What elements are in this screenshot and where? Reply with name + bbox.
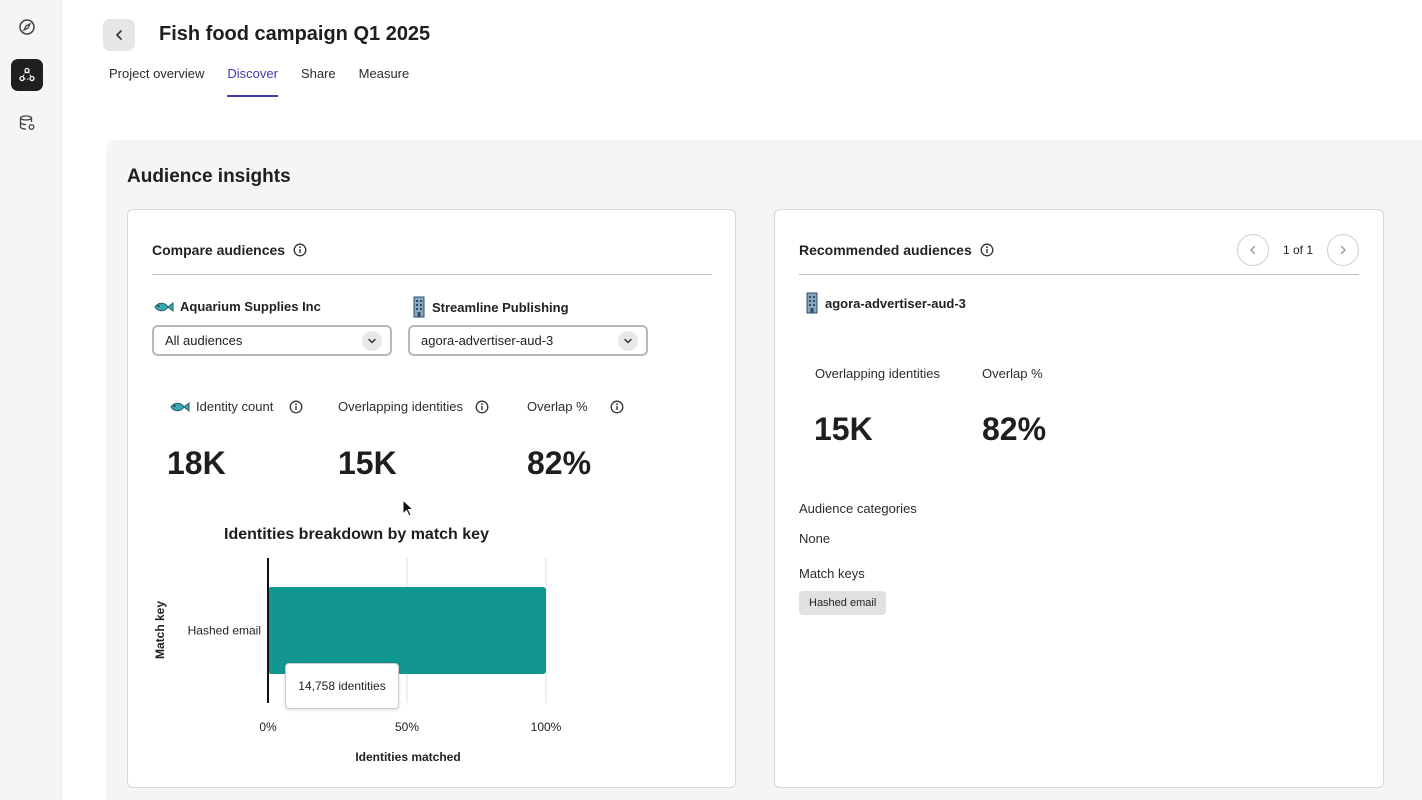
chevron-right-icon [1340,245,1347,255]
back-button[interactable] [103,19,135,51]
overlapping-identities-text: Overlapping identities [338,399,464,414]
compass-icon[interactable] [11,11,43,43]
pager-text: 1 of 1 [1283,243,1314,257]
chevron-left-icon [1250,245,1256,255]
card-divider [152,274,712,275]
card-divider [799,274,1359,275]
x-tick-label: 0% [259,720,277,734]
rec-overlap-percent-value: 82% [982,411,1047,447]
tab-share[interactable]: Share [300,66,336,81]
info-icon[interactable] [980,243,994,257]
overlap-percent-text: Overlap % [527,399,588,414]
rec-overlapping-identities-value: 15K [814,411,873,447]
pager: 1 of 1 [1237,234,1360,266]
recommended-audience-name: agora-advertiser-aud-3 [825,295,966,311]
right-audience-value: agora-advertiser-aud-3 [421,333,554,348]
building-icon [413,296,425,318]
compare-audiences-card: Compare audiences Aquarium Supplies Inc … [127,209,736,788]
tab-discover[interactable]: Discover [227,66,278,97]
previous-page-button[interactable] [1237,234,1269,266]
left-audience-value: All audiences [165,333,243,348]
chart-category-labels: Hashed email [188,624,261,638]
bar-hashed-email[interactable] [268,587,546,674]
chart-tick-labels: 0% 50% 100% [259,720,561,734]
x-axis-label: Identities matched [355,750,460,764]
compare-audiences-title: Compare audiences [152,242,286,258]
identity-count-value: 18K [167,445,226,481]
overlap-percent-label: Overlap % [527,399,624,414]
chevron-left-icon [116,30,122,40]
left-audience-select[interactable]: All audiences [152,325,392,356]
x-tick-label: 50% [395,720,419,734]
chevron-down-icon [618,330,638,351]
chevron-down-icon [362,330,382,351]
recommended-audiences-header: Recommended audiences [799,242,994,258]
recommended-audience-label: agora-advertiser-aud-3 [805,292,966,314]
match-key-chart: Hashed email 0% 50% 100% Identities matche… [153,558,562,764]
info-icon[interactable] [293,243,307,257]
chart-title: Identities breakdown by match key [224,526,489,543]
tab-project-overview[interactable]: Project overview [109,66,205,81]
info-icon[interactable] [475,400,489,414]
match-keys-label: Match keys [799,566,865,581]
database-settings-icon[interactable] [11,107,43,139]
overlap-percent-value: 82% [527,445,592,481]
chart-bars [268,587,546,674]
recommended-audiences-card: Recommended audiences 1 of 1 agora-adver… [774,209,1384,788]
info-icon[interactable] [610,400,624,414]
fish-icon [154,301,174,312]
left-rail [0,0,62,800]
bar-tooltip: 14,758 identities [285,663,399,709]
next-page-button[interactable] [1327,234,1360,266]
y-axis-label: Match key [153,601,167,659]
identity-count-text: Identity count [196,399,274,414]
rec-overlap-percent-label: Overlap % [982,366,1043,381]
mouse-cursor-icon [402,499,415,517]
recommended-audiences-title: Recommended audiences [799,242,972,258]
right-org-label: Streamline Publishing [412,296,569,318]
info-icon[interactable] [289,400,303,414]
building-icon [806,292,818,314]
audience-categories-value: None [799,531,831,546]
overlapping-identities-value: 15K [338,445,397,481]
x-tick-label: 100% [531,720,562,734]
overlapping-identities-label: Overlapping identities [338,399,489,414]
rec-overlapping-identities-label: Overlapping identities [815,366,941,381]
tab-measure[interactable]: Measure [358,66,410,81]
left-org-name: Aquarium Supplies Inc [180,299,321,314]
compare-audiences-header: Compare audiences [152,242,307,258]
tab-bar: Project overview Discover Share Measure [109,66,409,97]
right-audience-select[interactable]: agora-advertiser-aud-3 [408,325,648,356]
fish-icon [170,401,190,412]
section-title: Audience insights [127,166,291,187]
audience-categories-label: Audience categories [799,501,917,516]
identity-count-label: Identity count [168,399,303,414]
right-org-name: Streamline Publishing [432,299,569,315]
page-title: Fish food campaign Q1 2025 [159,23,431,45]
category-label: Hashed email [188,624,261,638]
match-key-tag: Hashed email [799,591,887,615]
left-org-label: Aquarium Supplies Inc [152,299,321,314]
audience-icon[interactable] [11,59,43,91]
